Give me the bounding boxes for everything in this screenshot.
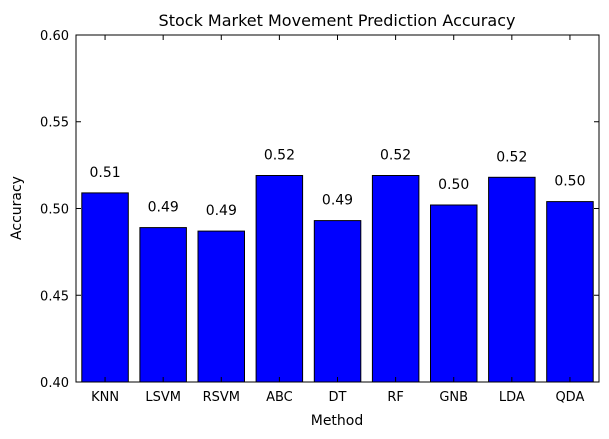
x-tick-label-abc: ABC [266, 390, 293, 405]
bar-qda [546, 201, 594, 383]
bar-abc [255, 175, 304, 383]
y-tick-label: 0.60 [40, 29, 69, 44]
y-axis-label: Accuracy [9, 176, 25, 240]
value-labels-group: 0.51 0.49 0.49 0.52 0.49 0.52 0.50 0.52 0.50 [90, 148, 586, 220]
bar-lda [488, 176, 536, 383]
value-label-dt: 0.49 [322, 193, 353, 209]
x-tick-label-lda: LDA [499, 390, 525, 405]
y-tick-label: 0.50 [40, 203, 69, 218]
value-label-rf: 0.52 [380, 148, 411, 164]
x-tick-label-gnb: GNB [439, 390, 468, 405]
bar-gnb [430, 204, 478, 383]
bar-rsvm [197, 230, 245, 383]
y-ticks-group: 0.40 0.45 0.50 0.55 0.60 [40, 29, 599, 391]
plot-frame [75, 34, 600, 383]
x-tick-label-rsvm: RSVM [203, 390, 240, 405]
value-label-lsvm: 0.49 [148, 200, 179, 216]
x-axis-label: Method [311, 413, 364, 429]
bar-lsvm [139, 227, 187, 383]
bars-group [81, 175, 594, 383]
value-label-rsvm: 0.49 [206, 203, 237, 219]
y-tick-label: 0.45 [40, 289, 69, 304]
bar-knn [81, 192, 129, 383]
value-label-gnb: 0.50 [438, 177, 469, 193]
value-label-lda: 0.52 [496, 149, 527, 165]
x-tick-label-dt: DT [329, 390, 347, 405]
y-tick-label: 0.55 [40, 116, 69, 131]
x-tick-label-rf: RF [387, 390, 404, 405]
value-label-qda: 0.50 [554, 174, 585, 190]
value-label-knn: 0.51 [90, 165, 121, 181]
x-ticks-group: KNN LSVM RSVM ABC DT RF GNB LDA QDA [91, 35, 584, 405]
chart-title: Stock Market Movement Prediction Accurac… [159, 11, 516, 30]
y-tick-label: 0.40 [40, 376, 69, 391]
value-label-abc: 0.52 [264, 148, 295, 164]
x-tick-label-qda: QDA [555, 390, 584, 405]
x-tick-label-knn: KNN [91, 390, 119, 405]
bar-rf [371, 175, 420, 383]
bar-dt [313, 220, 362, 383]
x-tick-label-lsvm: LSVM [145, 390, 181, 405]
